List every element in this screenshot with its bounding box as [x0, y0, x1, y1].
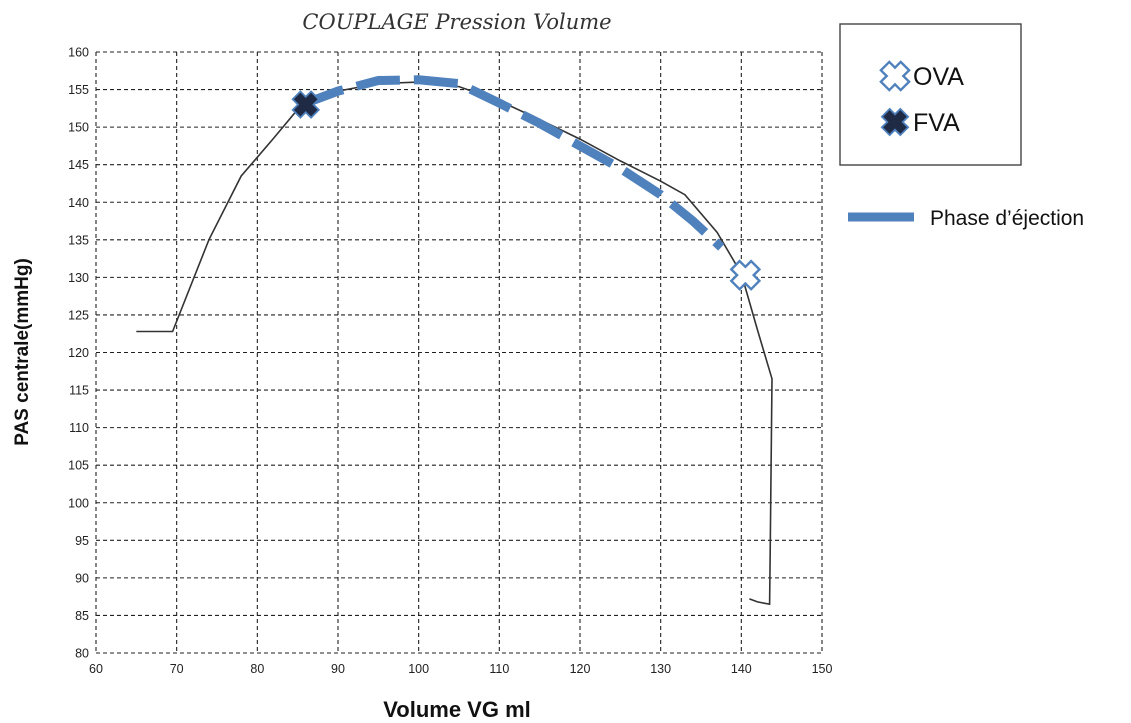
x-tick-label: 70: [170, 662, 184, 676]
legend-box: [839, 23, 1022, 166]
x-tick-label: 100: [408, 662, 429, 676]
ova-marker: [729, 259, 762, 291]
x-tick-label: 120: [570, 662, 591, 676]
chart-title: COUPLAGE Pression Volume: [302, 10, 611, 34]
y-tick-label: 140: [68, 196, 89, 210]
pressure-volume-loop-line: [136, 81, 773, 606]
ejection-phase-line: [300, 75, 725, 251]
legend-ejection-label: Phase d’éjection: [930, 207, 1084, 230]
x-tick-label: 140: [731, 662, 752, 676]
y-tick-label: 160: [68, 46, 89, 60]
x-axis-label: Volume VG ml: [383, 697, 531, 722]
y-tick-label: 110: [69, 421, 89, 435]
y-tick-label: 125: [68, 308, 89, 322]
grid: [95, 51, 823, 654]
legend-ova-label: OVA: [913, 63, 964, 91]
y-tick-label: 80: [75, 647, 89, 661]
x-tick-label: 150: [812, 662, 833, 676]
ova-cross-icon: [879, 60, 911, 92]
y-tick-label: 155: [68, 83, 89, 97]
y-axis-label: PAS centrale(mmHg): [12, 258, 33, 446]
fva-cross-icon: [880, 107, 910, 137]
y-tick-label: 130: [68, 271, 89, 285]
legend-ova-cross-icon: [879, 60, 911, 92]
y-tick-label: 135: [68, 233, 89, 247]
fva-marker: [291, 90, 321, 119]
x-tick-label: 90: [331, 662, 345, 676]
legend-fva-cross-icon: [880, 107, 910, 137]
x-tick-label: 110: [489, 662, 509, 676]
y-tick-label: 150: [68, 121, 89, 135]
x-tick-labels: 60 70 80 90 100 110 120 130 140 150: [89, 662, 832, 676]
y-tick-label: 105: [68, 459, 89, 473]
y-tick-label: 115: [69, 384, 89, 398]
y-tick-label: 145: [68, 158, 89, 172]
legend-fva-label: FVA: [913, 109, 960, 137]
x-tick-label: 130: [650, 662, 671, 676]
markers: [291, 90, 762, 291]
y-tick-label: 120: [68, 346, 89, 360]
y-tick-labels: 80 85 90 95 100 105 110 115 120 125 130 135 140 145 15…: [68, 46, 89, 661]
y-tick-label: 85: [75, 609, 89, 623]
y-tick-label: 100: [68, 496, 89, 510]
y-tick-label: 90: [75, 571, 89, 585]
y-tick-label: 95: [75, 534, 89, 548]
x-tick-label: 80: [250, 662, 264, 676]
x-tick-label: 60: [89, 662, 103, 676]
